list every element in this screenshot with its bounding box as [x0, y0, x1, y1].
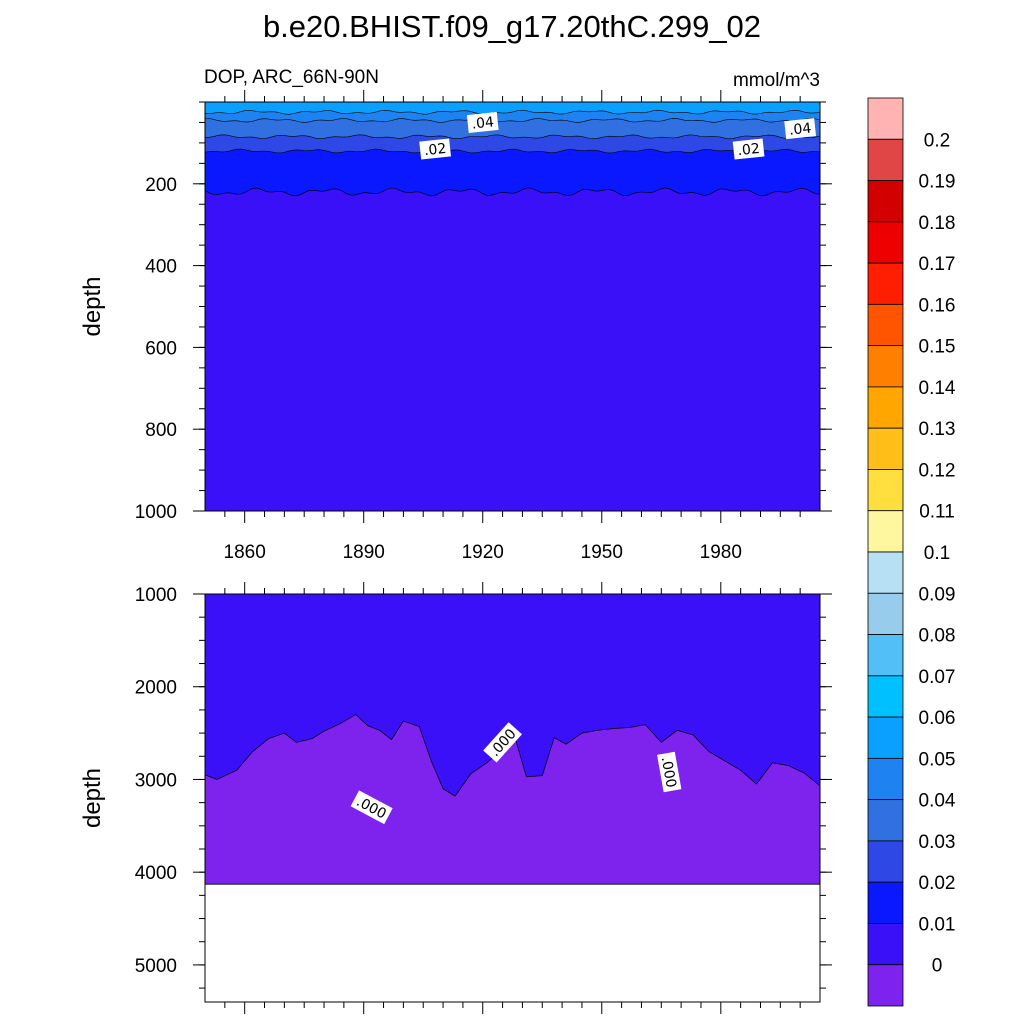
contour-label-text: .02 [737, 141, 761, 159]
colorbar-label: 0.2 [924, 130, 950, 151]
contour-label-box [483, 722, 522, 763]
y-tick-label: 2000 [135, 678, 177, 699]
colorbar-box [867, 427, 904, 470]
colorbar-box [867, 510, 904, 553]
colorbar-label: 0.09 [919, 584, 956, 605]
colorbar-box [867, 923, 904, 966]
colorbar-label: 0.17 [919, 254, 956, 275]
colorbar-box [867, 97, 904, 140]
contour-label: .02 [419, 138, 451, 160]
plot-frame [204, 593, 821, 1003]
colorbar: 0.2 0.19 0.18 0.17 0.16 0.15 0.14 0.13 0.12 0.11 0… [867, 97, 956, 1007]
colorbar-label: 0.16 [919, 295, 956, 316]
y-tick-label: 1000 [135, 502, 177, 523]
colorbar-box [867, 221, 904, 264]
contour-label-box [657, 751, 682, 793]
colorbar-label: 0.03 [919, 832, 956, 853]
colorbar-box [867, 303, 904, 347]
y-tick-label: 5000 [135, 956, 177, 977]
contour-label: .04 [784, 118, 817, 140]
colorbar-label: 0.11 [919, 502, 955, 523]
colorbar-label: 0.12 [919, 460, 956, 481]
colorbar-box [867, 469, 904, 512]
upper-panel: .04 .04 .02 .02 200 400 600 800 1000 1860 1890 1920… [79, 90, 832, 563]
colorbar-label: 0 [932, 956, 943, 977]
contour-label-box [732, 138, 765, 160]
contour-label-text: .000 [658, 755, 679, 788]
contour-label: .000 [657, 751, 682, 793]
x-tick-label: 1950 [581, 542, 623, 563]
contour-band [204, 101, 821, 115]
colorbar-box [867, 345, 904, 388]
colorbar-label: 0.06 [919, 708, 956, 729]
colorbar-label: 0.08 [919, 626, 956, 647]
colorbar-label: 0.07 [919, 667, 956, 688]
units-label: mmol/m^3 [733, 70, 820, 91]
colorbar-box [867, 840, 904, 883]
colorbar-box [867, 675, 904, 718]
y-axis-label: depth [79, 768, 106, 828]
colorbar-label: 0.19 [919, 172, 956, 193]
y-axis-label: depth [79, 276, 106, 336]
contour-label-box [419, 138, 451, 160]
y-tick-label: 800 [145, 420, 177, 441]
colorbar-box [867, 634, 904, 677]
colorbar-label: 0.1 [924, 543, 950, 564]
colorbar-label: 0.02 [919, 873, 956, 894]
chart-title: b.e20.BHIST.f09_g17.20thC.299_02 [263, 9, 761, 44]
colorbar-box [867, 386, 904, 429]
colorbar-box [867, 881, 904, 924]
colorbar-label: 0.15 [919, 337, 956, 358]
y-tick-label: 3000 [135, 770, 177, 791]
contour-label-box [350, 790, 393, 825]
colorbar-box [867, 964, 904, 1007]
contour-label-box [466, 111, 499, 133]
colorbar-box [867, 592, 904, 635]
x-tick-label: 1980 [700, 542, 742, 563]
contour-label-text: .04 [788, 120, 812, 138]
colorbar-box [867, 716, 904, 759]
colorbar-label: 0.05 [919, 749, 956, 770]
contour-label-text: .02 [423, 141, 447, 159]
x-tick-label: 1860 [224, 542, 266, 563]
colorbar-label: 0.01 [919, 914, 956, 935]
y-tick-label: 200 [145, 175, 177, 196]
colorbar-label: 0.04 [919, 791, 956, 812]
contour-label-text: .04 [471, 114, 495, 132]
y-tick-label: 600 [145, 338, 177, 359]
colorbar-box [867, 551, 904, 594]
variable-label: DOP, ARC_66N-90N [204, 67, 379, 88]
colorbar-label: 0.14 [919, 378, 956, 399]
x-tick-label: 1890 [343, 542, 385, 563]
contour-label: .04 [466, 111, 499, 133]
colorbar-box [867, 799, 904, 842]
y-tick-label: 1000 [135, 585, 177, 606]
contour-label: .02 [732, 138, 765, 160]
colorbar-label: 0.13 [919, 419, 956, 440]
x-tick-label: 1920 [462, 542, 504, 563]
colorbar-box [867, 757, 904, 801]
y-tick-label: 400 [145, 257, 177, 278]
colorbar-box [867, 138, 904, 181]
colorbar-box [867, 262, 904, 305]
colorbar-label: 0.18 [919, 213, 956, 234]
colorbar-box [867, 180, 904, 223]
contour-label-box [784, 118, 817, 140]
y-tick-label: 4000 [135, 863, 177, 884]
